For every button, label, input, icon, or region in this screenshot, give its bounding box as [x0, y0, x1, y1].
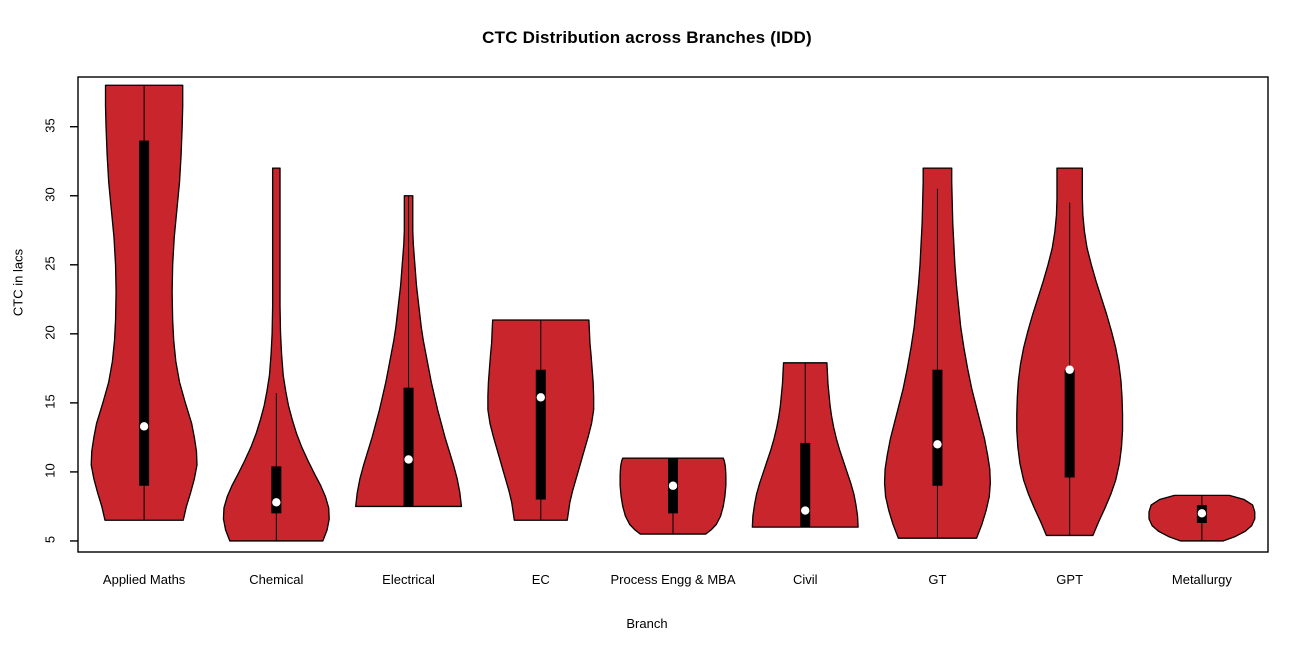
x-tick-label-8: GPT: [1056, 572, 1084, 587]
violin-3: [355, 195, 463, 508]
x-tick-label-1: Applied Maths: [102, 572, 186, 587]
y-tick-label: 30: [42, 187, 58, 202]
iqr-box: [800, 442, 811, 528]
x-tick-label-6: Civil: [792, 572, 818, 587]
median-point: [668, 481, 678, 490]
violin-1: [90, 84, 198, 521]
y-tick-label: 35: [42, 117, 58, 133]
x-axis-title: Branch: [626, 616, 668, 631]
iqr-box: [1064, 369, 1075, 478]
median-point: [933, 440, 942, 449]
violins-layer: [90, 84, 1256, 542]
iqr-box: [139, 140, 150, 486]
median-point: [1065, 365, 1074, 374]
x-tick-label-2: Chemical: [249, 572, 304, 587]
y-tick-label: 5: [42, 535, 58, 544]
median-point: [272, 498, 281, 507]
plot-frame: [77, 76, 1269, 553]
y-tick-label: 25: [42, 256, 58, 271]
axes-layer: [70, 76, 1269, 553]
y-tick-label: 20: [42, 325, 58, 340]
chart-title: CTC Distribution across Branches (IDD): [482, 28, 812, 47]
y-tick-label: 10: [42, 463, 58, 478]
iqr-box: [535, 369, 546, 500]
violin-7: [883, 167, 991, 539]
x-tick-label-7: GT: [928, 572, 947, 587]
x-tick-label-9: Metallurgy: [1171, 572, 1232, 587]
x-tick-label-4: EC: [531, 572, 550, 587]
violin-2: [222, 167, 330, 542]
iqr-box: [932, 369, 943, 486]
x-tick-label-5: Process Engg & MBA: [610, 572, 736, 587]
iqr-box: [271, 466, 282, 514]
violin-6: [751, 362, 859, 528]
median-point: [1197, 509, 1207, 518]
iqr-box: [403, 387, 414, 507]
x-tick-label-3: Electrical: [382, 572, 435, 587]
violin-body: [222, 167, 330, 542]
median-point: [404, 455, 413, 464]
median-point: [536, 393, 545, 402]
violin-9: [1148, 494, 1256, 542]
median-point: [139, 422, 149, 431]
violin-4: [487, 319, 595, 521]
violin-5: [619, 457, 727, 535]
median-point: [801, 506, 810, 515]
y-tick-label: 15: [42, 394, 58, 409]
violin-8: [1016, 167, 1124, 537]
